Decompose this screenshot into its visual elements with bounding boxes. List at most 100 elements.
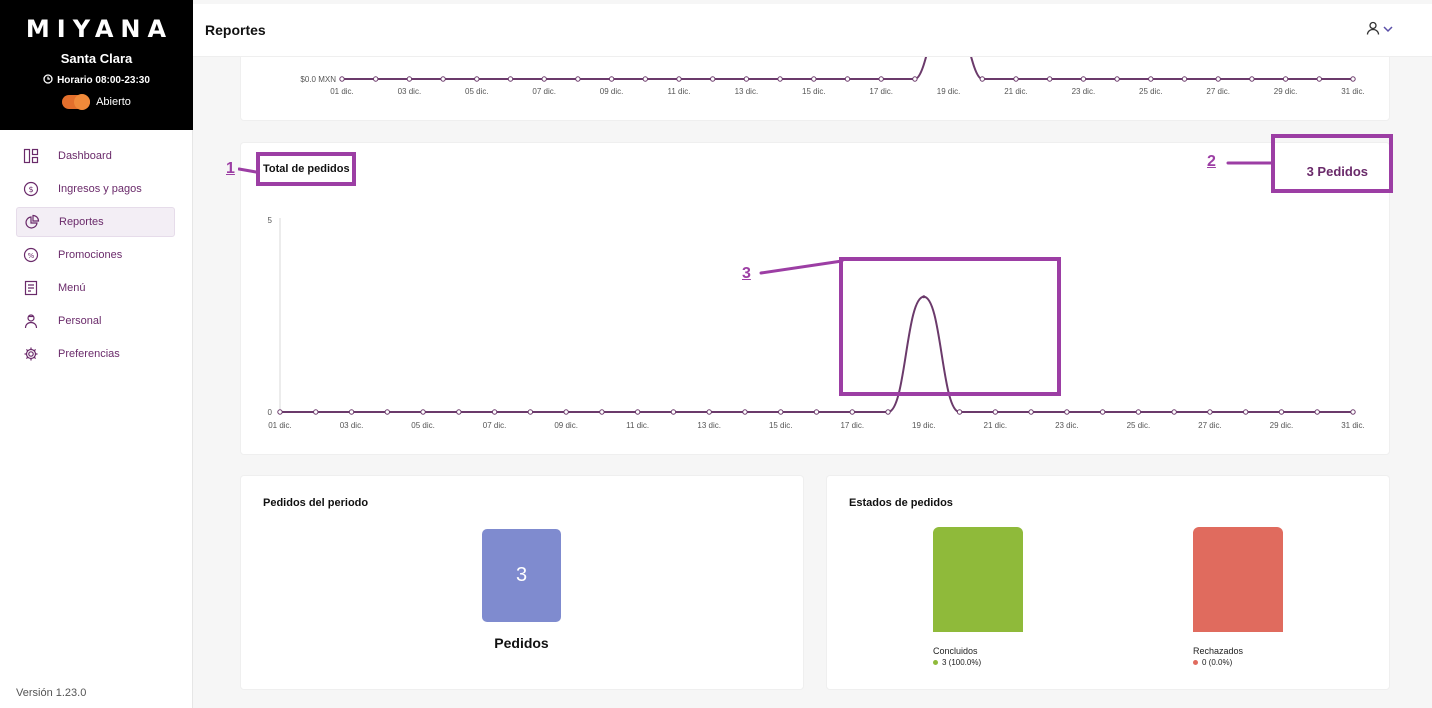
data-point xyxy=(1278,409,1285,415)
data-point xyxy=(1047,76,1053,82)
sidebar: MIYANA Santa Clara Horario 08:00-23:30 A… xyxy=(0,0,193,708)
data-point xyxy=(420,409,426,415)
data-point xyxy=(1350,76,1356,82)
x-tick-label: 19 dic. xyxy=(912,421,936,430)
x-tick-label: 27 dic. xyxy=(1198,421,1222,430)
data-point xyxy=(1249,76,1255,82)
data-point xyxy=(474,76,480,82)
data-point xyxy=(778,409,784,415)
data-point xyxy=(1181,76,1188,82)
states-card: Estados de pedidos Concluidos 3 (100.0%)… xyxy=(827,476,1389,689)
sidebar-item-ingresos[interactable]: $ Ingresos y pagos xyxy=(16,174,175,204)
data-point xyxy=(563,409,569,415)
data-point xyxy=(491,409,498,415)
data-point xyxy=(541,76,547,82)
logo: MIYANA xyxy=(25,15,174,43)
x-tick-label: 09 dic. xyxy=(554,421,578,430)
staff-icon xyxy=(23,313,39,329)
orders-count-tile: 3 xyxy=(482,529,561,622)
data-point xyxy=(706,409,712,415)
data-point xyxy=(1028,409,1034,415)
sidebar-item-label: Personal xyxy=(58,315,102,327)
data-point xyxy=(1282,76,1289,82)
app-version: Versión 1.23.0 xyxy=(16,687,87,699)
data-point xyxy=(1207,409,1213,415)
x-tick-label: 21 dic. xyxy=(1004,87,1028,96)
data-point xyxy=(456,409,462,415)
concluidos-value: 3 (100.0%) xyxy=(933,658,981,667)
data-point xyxy=(670,409,677,415)
store-name: Santa Clara xyxy=(60,51,133,66)
dashboard-icon xyxy=(23,148,39,164)
x-tick-label: 15 dic. xyxy=(802,87,826,96)
data-point xyxy=(440,76,446,82)
data-point xyxy=(1243,409,1249,415)
x-tick-label: 31 dic. xyxy=(1341,87,1365,96)
orders-total: 3 Pedidos xyxy=(1306,164,1368,179)
chevron-down-icon xyxy=(1382,22,1394,40)
sidebar-item-preferencias[interactable]: Preferencias xyxy=(16,339,175,369)
data-point xyxy=(1114,76,1120,82)
gear-icon xyxy=(23,346,39,362)
data-point xyxy=(634,409,641,415)
rechazados-bar xyxy=(1193,527,1283,632)
sidebar-item-menu[interactable]: Menú xyxy=(16,273,175,303)
data-point xyxy=(1350,409,1356,415)
data-point xyxy=(811,76,817,82)
orders-card-title: Total de pedidos xyxy=(263,163,350,175)
annotation-number-1: 1 xyxy=(226,160,235,177)
x-tick-label: 15 dic. xyxy=(769,421,793,430)
sidebar-item-reportes[interactable]: Reportes xyxy=(16,207,175,237)
data-point xyxy=(979,76,985,82)
store-hours: Horario 08:00-23:30 xyxy=(0,74,193,87)
brand-panel: MIYANA Santa Clara Horario 08:00-23:30 A… xyxy=(0,0,193,130)
clock-icon xyxy=(43,74,53,87)
y-tick-label: $0.0 MXN xyxy=(300,75,336,84)
data-point xyxy=(849,409,855,415)
sales-chart: $0.0 MXN 01 dic. 03 dic. 05 dic. 07 dic. 09 d… xyxy=(300,57,1365,96)
data-point xyxy=(642,76,648,82)
period-card: Pedidos del periodo 3 Pedidos xyxy=(241,476,803,689)
x-tick-label: 17 dic. xyxy=(840,421,864,430)
sales-chart-card: $0.0 MXN 01 dic. 03 dic. 05 dic. 07 dic. 09 d… xyxy=(241,57,1389,120)
data-point xyxy=(1215,76,1221,82)
orders-series-line xyxy=(280,295,1353,413)
data-point xyxy=(575,76,581,82)
x-tick-label: 07 dic. xyxy=(532,87,556,96)
sidebar-item-label: Preferencias xyxy=(58,348,120,360)
data-point xyxy=(373,76,379,82)
x-tick-label: 13 dic. xyxy=(735,87,759,96)
data-point xyxy=(1148,76,1154,82)
user-icon xyxy=(1366,21,1380,40)
data-point xyxy=(1171,409,1177,415)
annotation-box-3 xyxy=(839,257,1061,396)
data-point xyxy=(1314,409,1320,415)
orders-chart-card: Total de pedidos 3 Pedidos 0 5 01 dic. 03 d… xyxy=(241,143,1389,454)
concluidos-dot xyxy=(933,660,938,665)
sales-series-line xyxy=(342,57,1353,80)
data-point xyxy=(507,76,514,82)
x-tick-label: 01 dic. xyxy=(330,87,354,96)
data-point xyxy=(885,409,891,415)
dollar-coin-icon: $ xyxy=(23,181,39,197)
x-tick-label: 31 dic. xyxy=(1341,421,1365,430)
rechazados-label: Rechazados xyxy=(1193,646,1244,656)
sidebar-item-label: Menú xyxy=(58,282,86,294)
x-tick-label: 27 dic. xyxy=(1206,87,1230,96)
sidebar-item-promociones[interactable]: % Promociones xyxy=(16,240,175,270)
data-point xyxy=(956,409,963,415)
sidebar-item-personal[interactable]: Personal xyxy=(16,306,175,336)
x-tick-label: 29 dic. xyxy=(1274,87,1298,96)
annotation-number-2: 2 xyxy=(1207,153,1216,170)
data-point xyxy=(277,409,283,415)
user-menu-button[interactable] xyxy=(1366,21,1394,40)
data-point xyxy=(844,76,851,82)
x-tick-label: 21 dic. xyxy=(984,421,1008,430)
sidebar-item-dashboard[interactable]: Dashboard xyxy=(16,141,175,171)
open-toggle[interactable] xyxy=(62,94,91,110)
orders-count-label: Pedidos xyxy=(494,635,549,651)
y-tick-label: 0 xyxy=(268,408,273,417)
rechazados-value-text: 0 (0.0%) xyxy=(1202,658,1233,667)
annotation-box-2 xyxy=(1271,134,1393,193)
data-point xyxy=(710,76,716,82)
